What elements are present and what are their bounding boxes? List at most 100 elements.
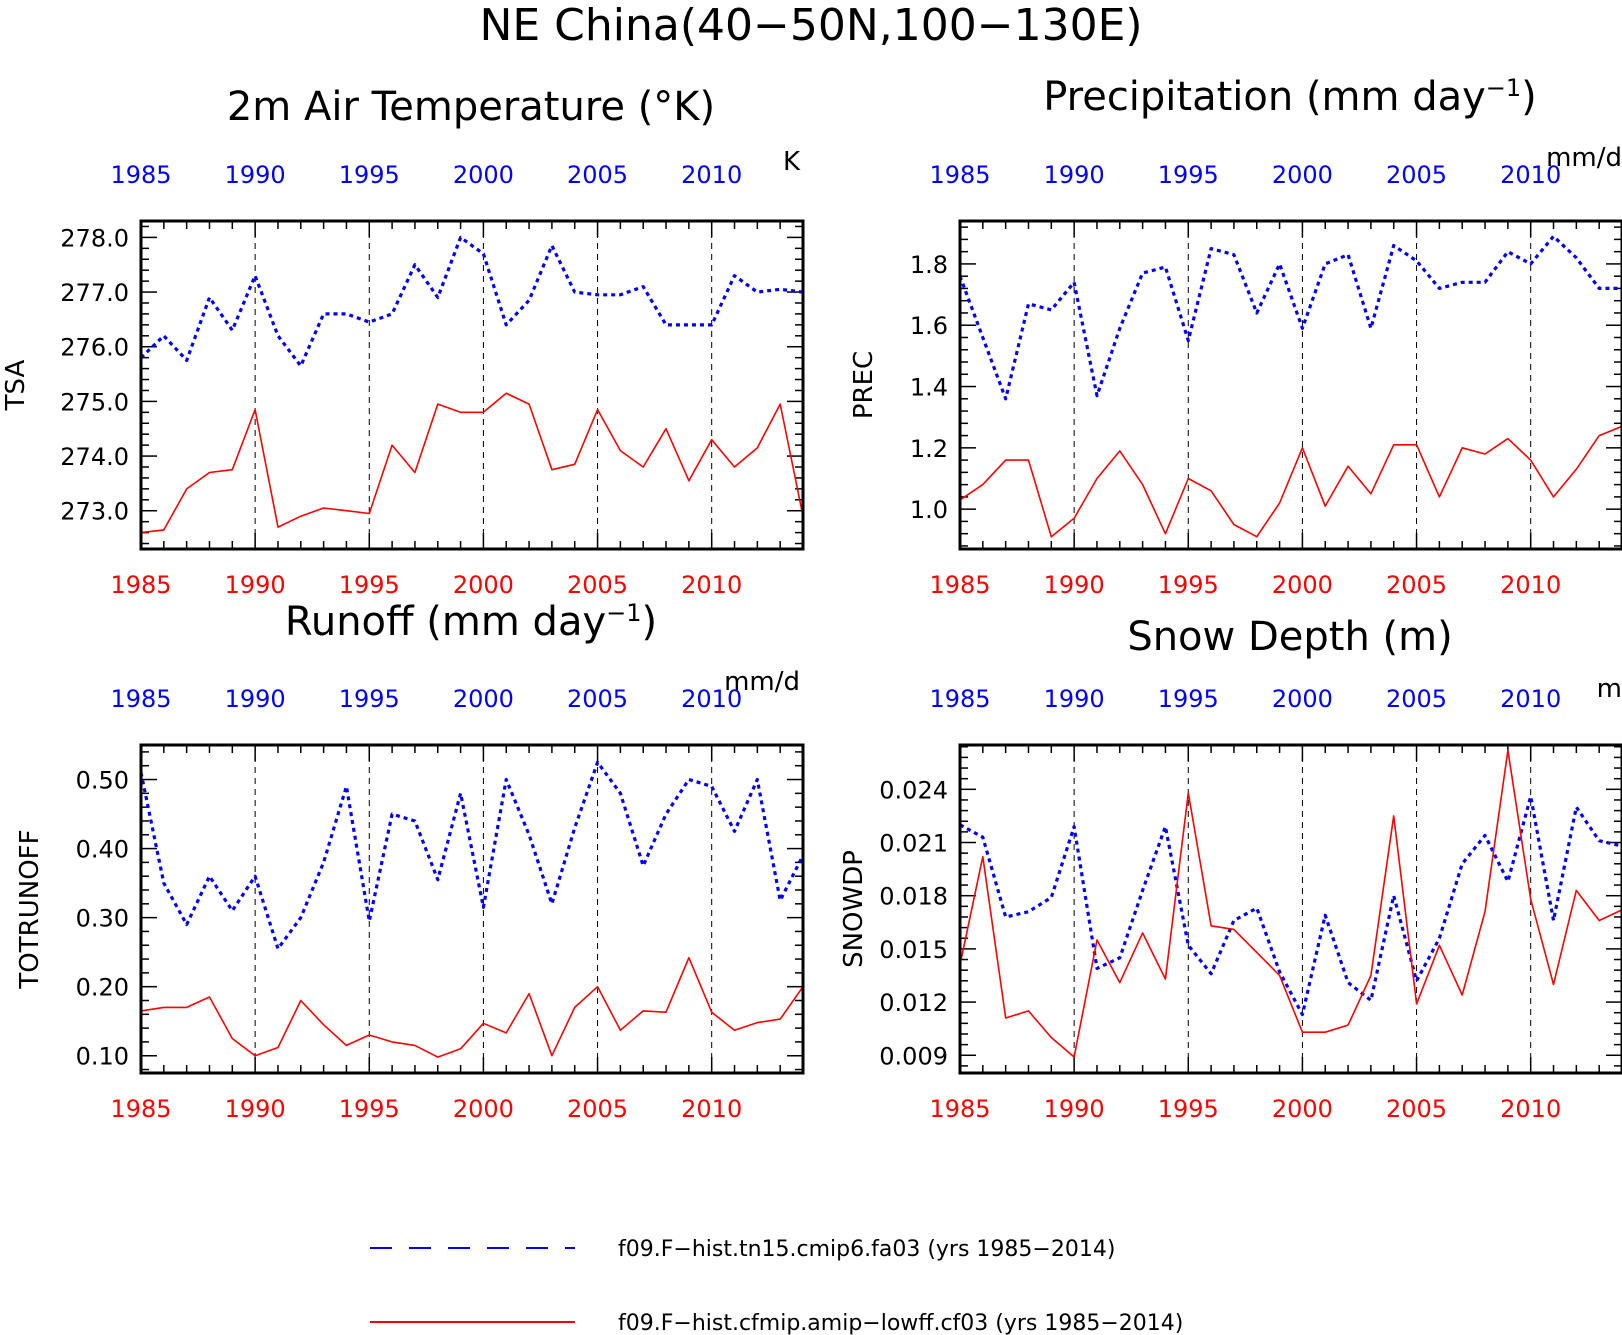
x-tick-label-top: 2005 bbox=[567, 685, 628, 713]
x-tick-label-bottom: 1995 bbox=[339, 1095, 400, 1123]
x-tick-label-top: 1990 bbox=[1044, 685, 1105, 713]
panel-title: Snow Depth (m) bbox=[1127, 614, 1452, 660]
units-label: m bbox=[1597, 674, 1622, 704]
x-tick-label-bottom: 1990 bbox=[1044, 571, 1105, 599]
y-tick-label: 0.021 bbox=[879, 830, 948, 858]
series-group bbox=[141, 235, 803, 534]
series-group bbox=[960, 749, 1622, 1058]
series-case1-line bbox=[141, 235, 803, 368]
y-axis-label: TOTRUNOFF bbox=[15, 829, 45, 989]
y-tick-label: 0.50 bbox=[76, 767, 129, 795]
series-case1-line bbox=[960, 234, 1622, 401]
x-tick-label-bottom: 1990 bbox=[225, 571, 286, 599]
series-case1-line bbox=[141, 760, 803, 951]
y-tick-label: 273.0 bbox=[60, 498, 129, 526]
main-title: NE China(40−50N,100−130E) bbox=[479, 0, 1142, 51]
plot-frame bbox=[958, 219, 1622, 551]
plot-frame bbox=[139, 743, 805, 1075]
y-tick-label: 1.2 bbox=[910, 435, 948, 463]
y-tick-label: 0.20 bbox=[76, 974, 129, 1002]
y-tick-label: 0.012 bbox=[879, 989, 948, 1017]
y-axis-label: PREC bbox=[849, 351, 879, 419]
units-label: mm/d bbox=[1546, 143, 1622, 173]
series-group bbox=[141, 760, 803, 1058]
x-tick-label-bottom: 1990 bbox=[1044, 1095, 1105, 1123]
legend-label-case1: f09.F−hist.tn15.cmip6.fa03 (yrs 1985−201… bbox=[618, 1237, 1115, 1262]
x-tick-label-bottom: 2010 bbox=[681, 1095, 742, 1123]
x-tick-label-top: 1995 bbox=[339, 161, 400, 189]
series-case2-line bbox=[141, 956, 803, 1058]
x-tick-label-bottom: 2000 bbox=[1272, 571, 1333, 599]
panel-title: Precipitation (mm day−1) bbox=[1043, 74, 1537, 120]
x-tick-label-top: 1990 bbox=[225, 161, 286, 189]
y-axis-label: TSA bbox=[1, 359, 31, 411]
panel-tsa: 2m Air Temperature (°K) K TSA 1985 1985 1990 1… bbox=[1, 84, 805, 599]
x-tick-label-bottom: 1985 bbox=[110, 571, 171, 599]
x-tick-label-top: 1990 bbox=[1044, 161, 1105, 189]
x-tick-label-bottom: 1995 bbox=[1158, 571, 1219, 599]
x-tick-label-top: 2000 bbox=[1272, 685, 1333, 713]
y-tick-label: 0.009 bbox=[879, 1042, 948, 1070]
y-tick-label: 1.6 bbox=[910, 312, 948, 340]
y-tick-label: 0.024 bbox=[879, 776, 948, 804]
y-tick-label: 0.018 bbox=[879, 883, 948, 911]
panel-title: Runoff (mm day−1) bbox=[285, 599, 657, 645]
x-tick-label-top: 2010 bbox=[1500, 161, 1561, 189]
x-tick-label-top: 2000 bbox=[453, 685, 514, 713]
y-tick-label: 275.0 bbox=[60, 388, 129, 416]
x-tick-label-bottom: 1995 bbox=[1158, 1095, 1219, 1123]
series-case2-line bbox=[141, 392, 803, 534]
x-tick-label-top: 2005 bbox=[567, 161, 628, 189]
x-tick-label-top: 2000 bbox=[453, 161, 514, 189]
x-tick-label-bottom: 2000 bbox=[1272, 1095, 1333, 1123]
x-tick-label-top: 1985 bbox=[110, 161, 171, 189]
y-tick-label: 278.0 bbox=[60, 224, 129, 252]
x-tick-label-top: 1990 bbox=[225, 685, 286, 713]
x-tick-label-top: 1985 bbox=[929, 161, 990, 189]
panel-title: 2m Air Temperature (°K) bbox=[227, 84, 715, 130]
x-tick-label-top: 1985 bbox=[929, 685, 990, 713]
y-tick-label: 1.8 bbox=[910, 251, 948, 279]
panel-snowdp: Snow Depth (m) m SNOWDP 1985 1985 1990 1990 199… bbox=[839, 614, 1622, 1123]
x-tick-label-bottom: 1985 bbox=[929, 571, 990, 599]
plot-frame bbox=[958, 743, 1622, 1075]
series-case2-line bbox=[960, 425, 1622, 538]
x-tick-label-top: 1985 bbox=[110, 685, 171, 713]
x-tick-label-bottom: 1985 bbox=[929, 1095, 990, 1123]
panel-prec: Precipitation (mm day−1) mm/d PREC 1985 1985… bbox=[849, 74, 1622, 599]
legend-label-case2: f09.F−hist.cfmip.amip−lowff.cf03 (yrs 19… bbox=[618, 1311, 1183, 1335]
x-tick-label-top: 2010 bbox=[681, 685, 742, 713]
panel-totrunoff: Runoff (mm day−1) mm/d TOTRUNOFF 1985 1985 19… bbox=[15, 599, 805, 1123]
units-label: mm/d bbox=[724, 667, 800, 697]
x-tick-label-bottom: 2010 bbox=[1500, 1095, 1561, 1123]
x-tick-label-bottom: 2005 bbox=[1386, 571, 1447, 599]
x-tick-label-bottom: 1995 bbox=[339, 571, 400, 599]
units-label: K bbox=[783, 147, 801, 177]
y-tick-label: 1.0 bbox=[910, 496, 948, 524]
y-tick-label: 276.0 bbox=[60, 334, 129, 362]
legend: f09.F−hist.tn15.cmip6.fa03 (yrs 1985−201… bbox=[370, 1237, 1183, 1335]
x-tick-label-bottom: 2000 bbox=[453, 571, 514, 599]
y-tick-label: 1.4 bbox=[910, 374, 948, 402]
series-group bbox=[960, 234, 1622, 538]
x-tick-label-bottom: 2010 bbox=[681, 571, 742, 599]
y-tick-label: 0.30 bbox=[76, 905, 129, 933]
y-axis-label: SNOWDP bbox=[839, 850, 869, 968]
x-tick-label-bottom: 1985 bbox=[110, 1095, 171, 1123]
x-tick-label-top: 2010 bbox=[1500, 685, 1561, 713]
x-tick-label-top: 1995 bbox=[339, 685, 400, 713]
x-tick-label-bottom: 1990 bbox=[225, 1095, 286, 1123]
x-tick-label-top: 1995 bbox=[1158, 685, 1219, 713]
x-tick-label-bottom: 2010 bbox=[1500, 571, 1561, 599]
y-tick-label: 277.0 bbox=[60, 279, 129, 307]
x-tick-label-bottom: 2005 bbox=[567, 1095, 628, 1123]
y-tick-label: 0.10 bbox=[76, 1043, 129, 1071]
y-tick-label: 274.0 bbox=[60, 443, 129, 471]
x-tick-label-bottom: 2005 bbox=[1386, 1095, 1447, 1123]
x-tick-label-top: 2000 bbox=[1272, 161, 1333, 189]
x-tick-label-top: 2005 bbox=[1386, 685, 1447, 713]
y-tick-label: 0.40 bbox=[76, 836, 129, 864]
x-tick-label-bottom: 2005 bbox=[567, 571, 628, 599]
x-tick-label-top: 2010 bbox=[681, 161, 742, 189]
